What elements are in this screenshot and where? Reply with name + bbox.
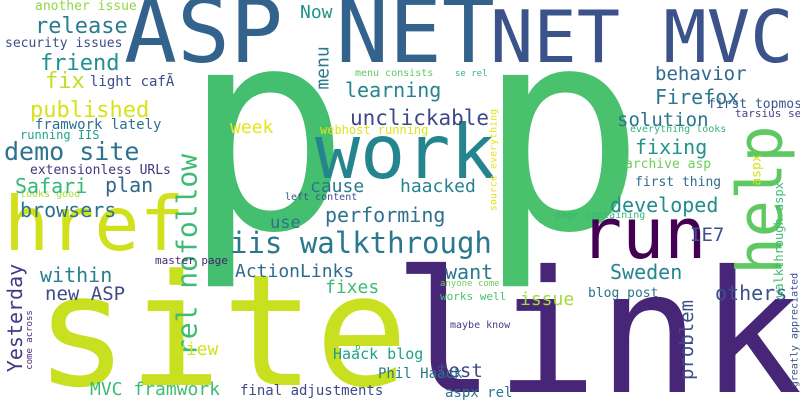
word: href bbox=[4, 180, 185, 268]
word: menu bbox=[313, 46, 334, 89]
word: use bbox=[270, 213, 301, 233]
word: site bbox=[35, 241, 408, 400]
word: left content bbox=[285, 192, 357, 203]
word: plan bbox=[105, 173, 153, 197]
word: unclickable bbox=[350, 106, 489, 130]
word: new ASP bbox=[45, 283, 125, 305]
word: page containing bbox=[555, 210, 645, 221]
word: haacked bbox=[400, 176, 476, 197]
word: extensionless URLs bbox=[30, 163, 171, 178]
word: MVC framwork bbox=[90, 379, 220, 400]
word: anyone come bbox=[440, 279, 500, 289]
word: final adjustments bbox=[240, 383, 383, 399]
word: p bbox=[182, 0, 351, 295]
word: Now bbox=[300, 2, 333, 23]
word: Phil Haack bbox=[378, 366, 463, 382]
word: Safari bbox=[15, 174, 87, 198]
word: rel nofollow bbox=[171, 154, 204, 356]
word: master page bbox=[155, 254, 228, 267]
word: p bbox=[355, 343, 360, 353]
word: light cafÃ bbox=[90, 73, 175, 90]
word: fixes bbox=[325, 277, 379, 298]
word: developed bbox=[610, 193, 718, 217]
word: browsers bbox=[20, 198, 116, 222]
word: NET MVC bbox=[490, 0, 793, 79]
word: fix bbox=[45, 69, 85, 94]
word: source everything bbox=[489, 109, 500, 211]
word: greatly appreciated bbox=[790, 273, 800, 387]
word: walkthrough aspx bbox=[772, 182, 786, 298]
word: another issue bbox=[35, 0, 137, 14]
word: test bbox=[437, 360, 483, 382]
word: friend bbox=[40, 51, 119, 76]
word: link bbox=[393, 235, 800, 400]
word: first topmost bbox=[708, 97, 800, 112]
word: come across bbox=[25, 310, 35, 370]
word: maybe know bbox=[450, 320, 511, 331]
word: week bbox=[230, 117, 274, 138]
word: learning bbox=[345, 78, 441, 102]
word: se rel bbox=[455, 69, 488, 79]
word: demo site bbox=[4, 137, 139, 166]
word: everything looks bbox=[630, 124, 726, 135]
word: help bbox=[724, 125, 797, 274]
word: published bbox=[30, 98, 149, 123]
word: aspx bbox=[750, 154, 765, 185]
word: issue bbox=[520, 289, 574, 310]
word: ASP NET bbox=[124, 0, 495, 83]
word: view bbox=[175, 339, 219, 360]
word: Firefox bbox=[655, 85, 739, 109]
word: IE7 bbox=[690, 224, 724, 246]
word: blog post bbox=[588, 286, 658, 301]
word: within bbox=[40, 263, 112, 287]
word: Yesterday bbox=[3, 264, 27, 372]
word: framwork lately bbox=[35, 117, 161, 133]
word: release bbox=[35, 14, 128, 39]
word: security issues bbox=[5, 36, 122, 51]
word: archive asp bbox=[625, 157, 711, 172]
word: iis walkthrough bbox=[230, 226, 492, 260]
word: Haack blog bbox=[333, 345, 423, 363]
word: fixing bbox=[635, 135, 707, 159]
word: work bbox=[315, 108, 496, 196]
word: performing bbox=[325, 203, 445, 227]
word: first thing bbox=[635, 175, 721, 190]
word: problem bbox=[676, 300, 698, 380]
word: others bbox=[715, 281, 787, 305]
word: webhost running bbox=[320, 123, 428, 137]
word: ActionLinks bbox=[235, 261, 354, 282]
word: want bbox=[445, 260, 493, 284]
word: menu consists bbox=[355, 68, 433, 79]
word: Sweden bbox=[610, 260, 682, 284]
word: p bbox=[477, 0, 646, 295]
word: works well bbox=[440, 290, 506, 303]
word: solution bbox=[617, 109, 709, 131]
word: tarsius se bbox=[735, 107, 800, 120]
word: cause bbox=[310, 176, 364, 197]
word: behavior bbox=[655, 63, 747, 85]
word: run bbox=[580, 193, 706, 275]
word: aspx rel bbox=[445, 385, 512, 400]
word: running IIS bbox=[20, 128, 99, 142]
word: looks good bbox=[20, 189, 80, 200]
